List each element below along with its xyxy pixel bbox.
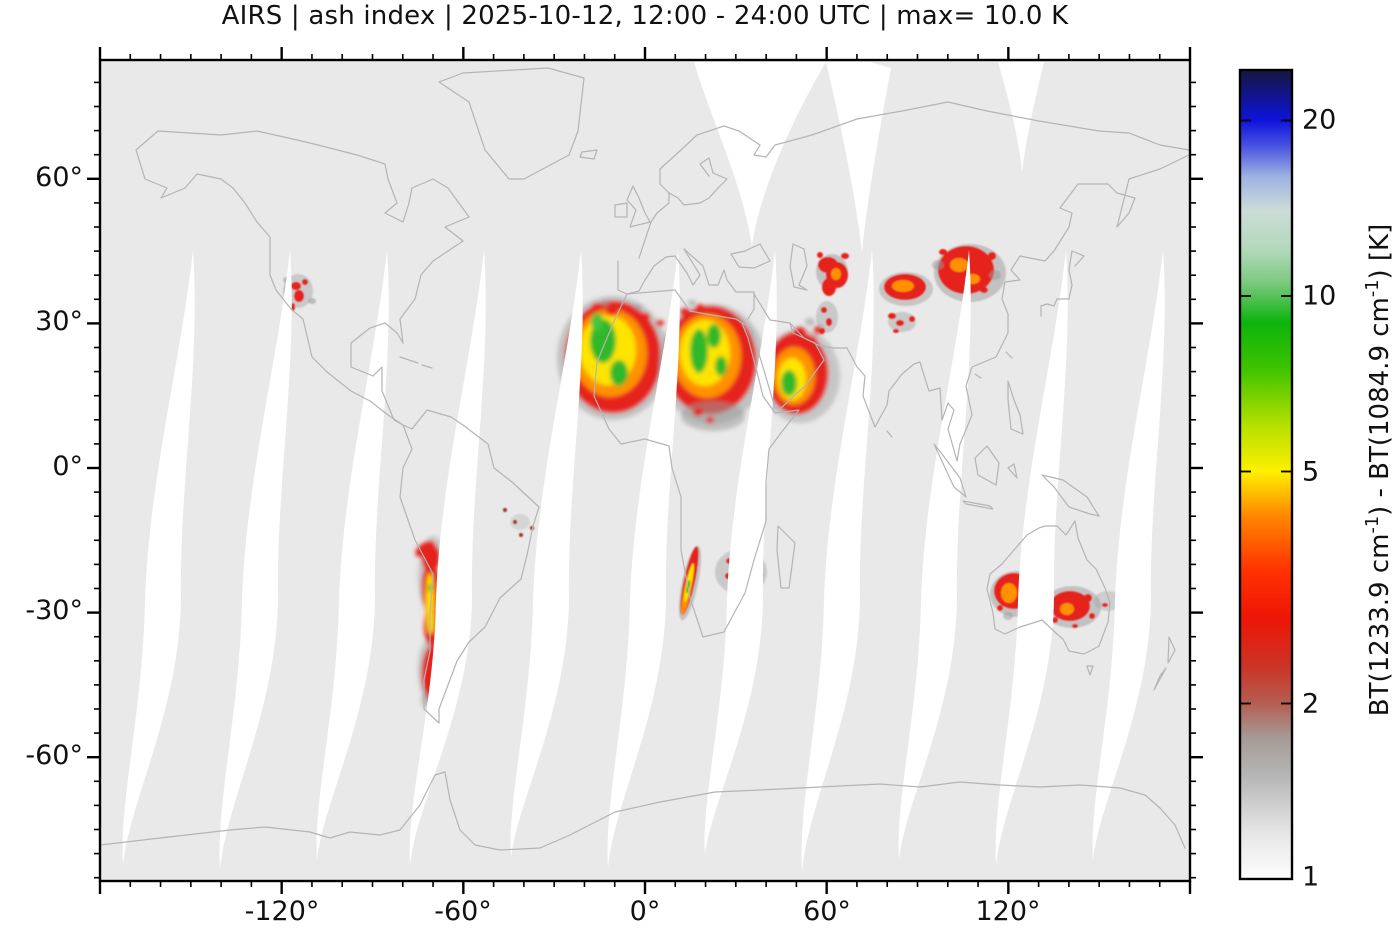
plot-frame — [98, 58, 1192, 883]
ash-plume-sahara-west — [557, 296, 669, 420]
x-tick-label: 60° — [803, 896, 851, 927]
colorbar — [1238, 68, 1294, 881]
colorbar-label-text: ) [K] — [1364, 223, 1395, 280]
ash-specks-iran — [816, 301, 838, 334]
colorbar-frame — [1238, 68, 1294, 881]
colorbar-tick-label: 5 — [1302, 456, 1320, 488]
x-tick-label: -120° — [244, 896, 320, 927]
coastlines — [100, 67, 1190, 851]
colorbar-tick-label: 10 — [1302, 280, 1337, 312]
colorbar-label-text: ) - BT(1084.9 cm — [1364, 297, 1395, 516]
x-tick-label: 0° — [629, 896, 661, 927]
x-tick-label: -60° — [434, 896, 492, 927]
ash-patch-caucasus-caspian — [816, 252, 849, 296]
x-tick-label: 120° — [975, 896, 1041, 927]
colorbar-label-superscript: -1 — [1363, 279, 1384, 298]
colorbar-tick-label: 1 — [1302, 861, 1320, 893]
colorbar-gradient — [1240, 70, 1292, 879]
colorbar-axis-label: BT(1233.9 cm-1) - BT(1084.9 cm-1) [K] — [1363, 224, 1395, 717]
ash-streak-namibia — [678, 545, 702, 621]
y-tick-label: -60° — [25, 739, 83, 771]
world-map-plot — [87, 47, 1203, 894]
colorbar-label-superscript: -1 — [1363, 515, 1384, 534]
ash-specks-brazil — [503, 508, 550, 546]
y-tick-label: 0° — [52, 450, 83, 482]
colorbar-tick-label: 20 — [1302, 104, 1337, 136]
y-tick-label: 30° — [35, 305, 83, 337]
ash-plume-arabia — [760, 318, 840, 423]
ash-patch-australia-central — [1043, 586, 1122, 628]
colorbar-tick-label: 2 — [1302, 688, 1320, 720]
colorbar-label-text: BT(1233.9 cm — [1364, 533, 1395, 717]
ash-patch-central-asia — [879, 272, 933, 333]
colorbar-ticks — [1240, 119, 1292, 705]
swath-gap-stripes — [122, 62, 1165, 872]
figure-title: AIRS | ash index | 2025-10-12, 12:00 - 2… — [221, 1, 1069, 31]
y-tick-label: 60° — [35, 161, 83, 193]
ash-plume-sahara-east — [658, 300, 766, 431]
y-tick-label: -30° — [25, 594, 83, 626]
